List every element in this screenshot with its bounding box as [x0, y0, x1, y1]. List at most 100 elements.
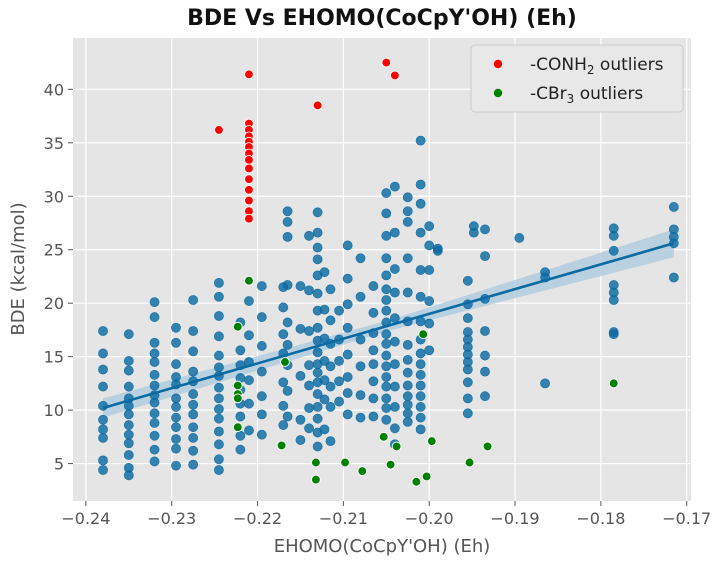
data-point [480, 326, 490, 336]
data-point [415, 135, 426, 146]
data-point [342, 372, 353, 382]
data-point [312, 227, 323, 238]
data-point [608, 230, 619, 241]
data-point [256, 429, 267, 440]
y-tick-label: 10 [44, 401, 64, 420]
data-point [319, 267, 330, 278]
legend-marker-conh2 [493, 59, 503, 69]
data-point [480, 251, 490, 262]
data-point [214, 311, 224, 321]
data-point [295, 370, 306, 381]
data-point [123, 365, 134, 376]
data-point [188, 366, 199, 377]
data-point [235, 411, 246, 422]
conh2-outlier-point [244, 195, 254, 206]
data-point [462, 377, 473, 388]
conh2-outlier-point [214, 125, 224, 135]
data-point [389, 227, 400, 238]
data-point [402, 367, 413, 378]
data-point [149, 418, 160, 428]
data-point [235, 430, 246, 441]
data-point [381, 208, 392, 219]
data-point [278, 329, 289, 340]
data-point [415, 380, 426, 391]
conh2-outlier-point [244, 213, 254, 224]
data-point [319, 424, 330, 435]
data-point [342, 299, 353, 310]
data-point [424, 296, 435, 306]
regression-line [102, 242, 675, 410]
y-tick-label: 40 [44, 80, 64, 99]
data-point [389, 402, 400, 412]
cbr3-outlier-point [357, 466, 368, 476]
data-point [312, 242, 323, 253]
data-point [342, 322, 353, 333]
cbr3-outlier-point [244, 275, 254, 286]
data-point [325, 315, 336, 326]
data-point [171, 402, 181, 412]
data-point [295, 414, 306, 425]
legend-label-conh2: -CONH2 outliers [530, 55, 664, 77]
data-point [368, 411, 379, 422]
data-point [256, 366, 267, 377]
data-point [381, 230, 392, 241]
x-tick-label: −0.18 [576, 509, 625, 528]
data-point [462, 313, 473, 324]
data-point [415, 291, 426, 302]
conh2-outlier-point [244, 163, 254, 174]
data-point [402, 192, 413, 203]
data-point [123, 420, 134, 430]
x-tick-label: −0.20 [405, 509, 454, 528]
conh2-outlier-point [381, 57, 392, 68]
data-point [381, 338, 392, 349]
data-point [123, 470, 134, 481]
cbr3-outlier-point [311, 474, 321, 485]
data-point [608, 295, 619, 305]
data-point [171, 460, 181, 471]
data-point [304, 423, 314, 434]
data-point [278, 400, 289, 411]
data-point [214, 362, 224, 373]
data-point [668, 202, 679, 212]
data-point [149, 297, 160, 308]
data-point [295, 435, 306, 445]
cbr3-outlier-point [391, 441, 402, 452]
data-point [312, 441, 323, 452]
data-point [214, 404, 224, 414]
data-point [402, 391, 413, 402]
y-tick-label: 15 [44, 348, 64, 367]
data-point [312, 347, 323, 358]
data-point [214, 393, 224, 404]
cbr3-outlier-point [232, 422, 243, 433]
data-point [432, 245, 443, 256]
data-point [462, 275, 473, 286]
data-point [415, 359, 426, 370]
data-point [171, 422, 181, 433]
legend: -CONH2 outliers -CBr3 outliers [470, 44, 684, 113]
data-point [244, 330, 254, 341]
data-point [402, 354, 413, 365]
data-point [424, 221, 435, 232]
data-point [355, 390, 366, 401]
data-point [171, 443, 181, 454]
data-point [368, 345, 379, 356]
data-point [389, 313, 400, 324]
data-point [98, 424, 108, 435]
data-point [415, 402, 426, 412]
data-point [214, 277, 224, 288]
data-point [214, 350, 224, 361]
data-point [389, 264, 400, 274]
data-point [381, 270, 392, 281]
data-point [389, 181, 400, 192]
data-point [149, 408, 160, 419]
data-point [98, 414, 108, 425]
data-point [149, 369, 160, 380]
data-point [312, 207, 323, 218]
cbr3-outlier-point [426, 436, 437, 446]
data-point [123, 409, 134, 420]
data-point [540, 378, 550, 389]
outlier-points [214, 57, 619, 487]
data-point [188, 389, 199, 399]
data-point [312, 389, 323, 399]
cbr3-outlier-point [411, 476, 422, 487]
